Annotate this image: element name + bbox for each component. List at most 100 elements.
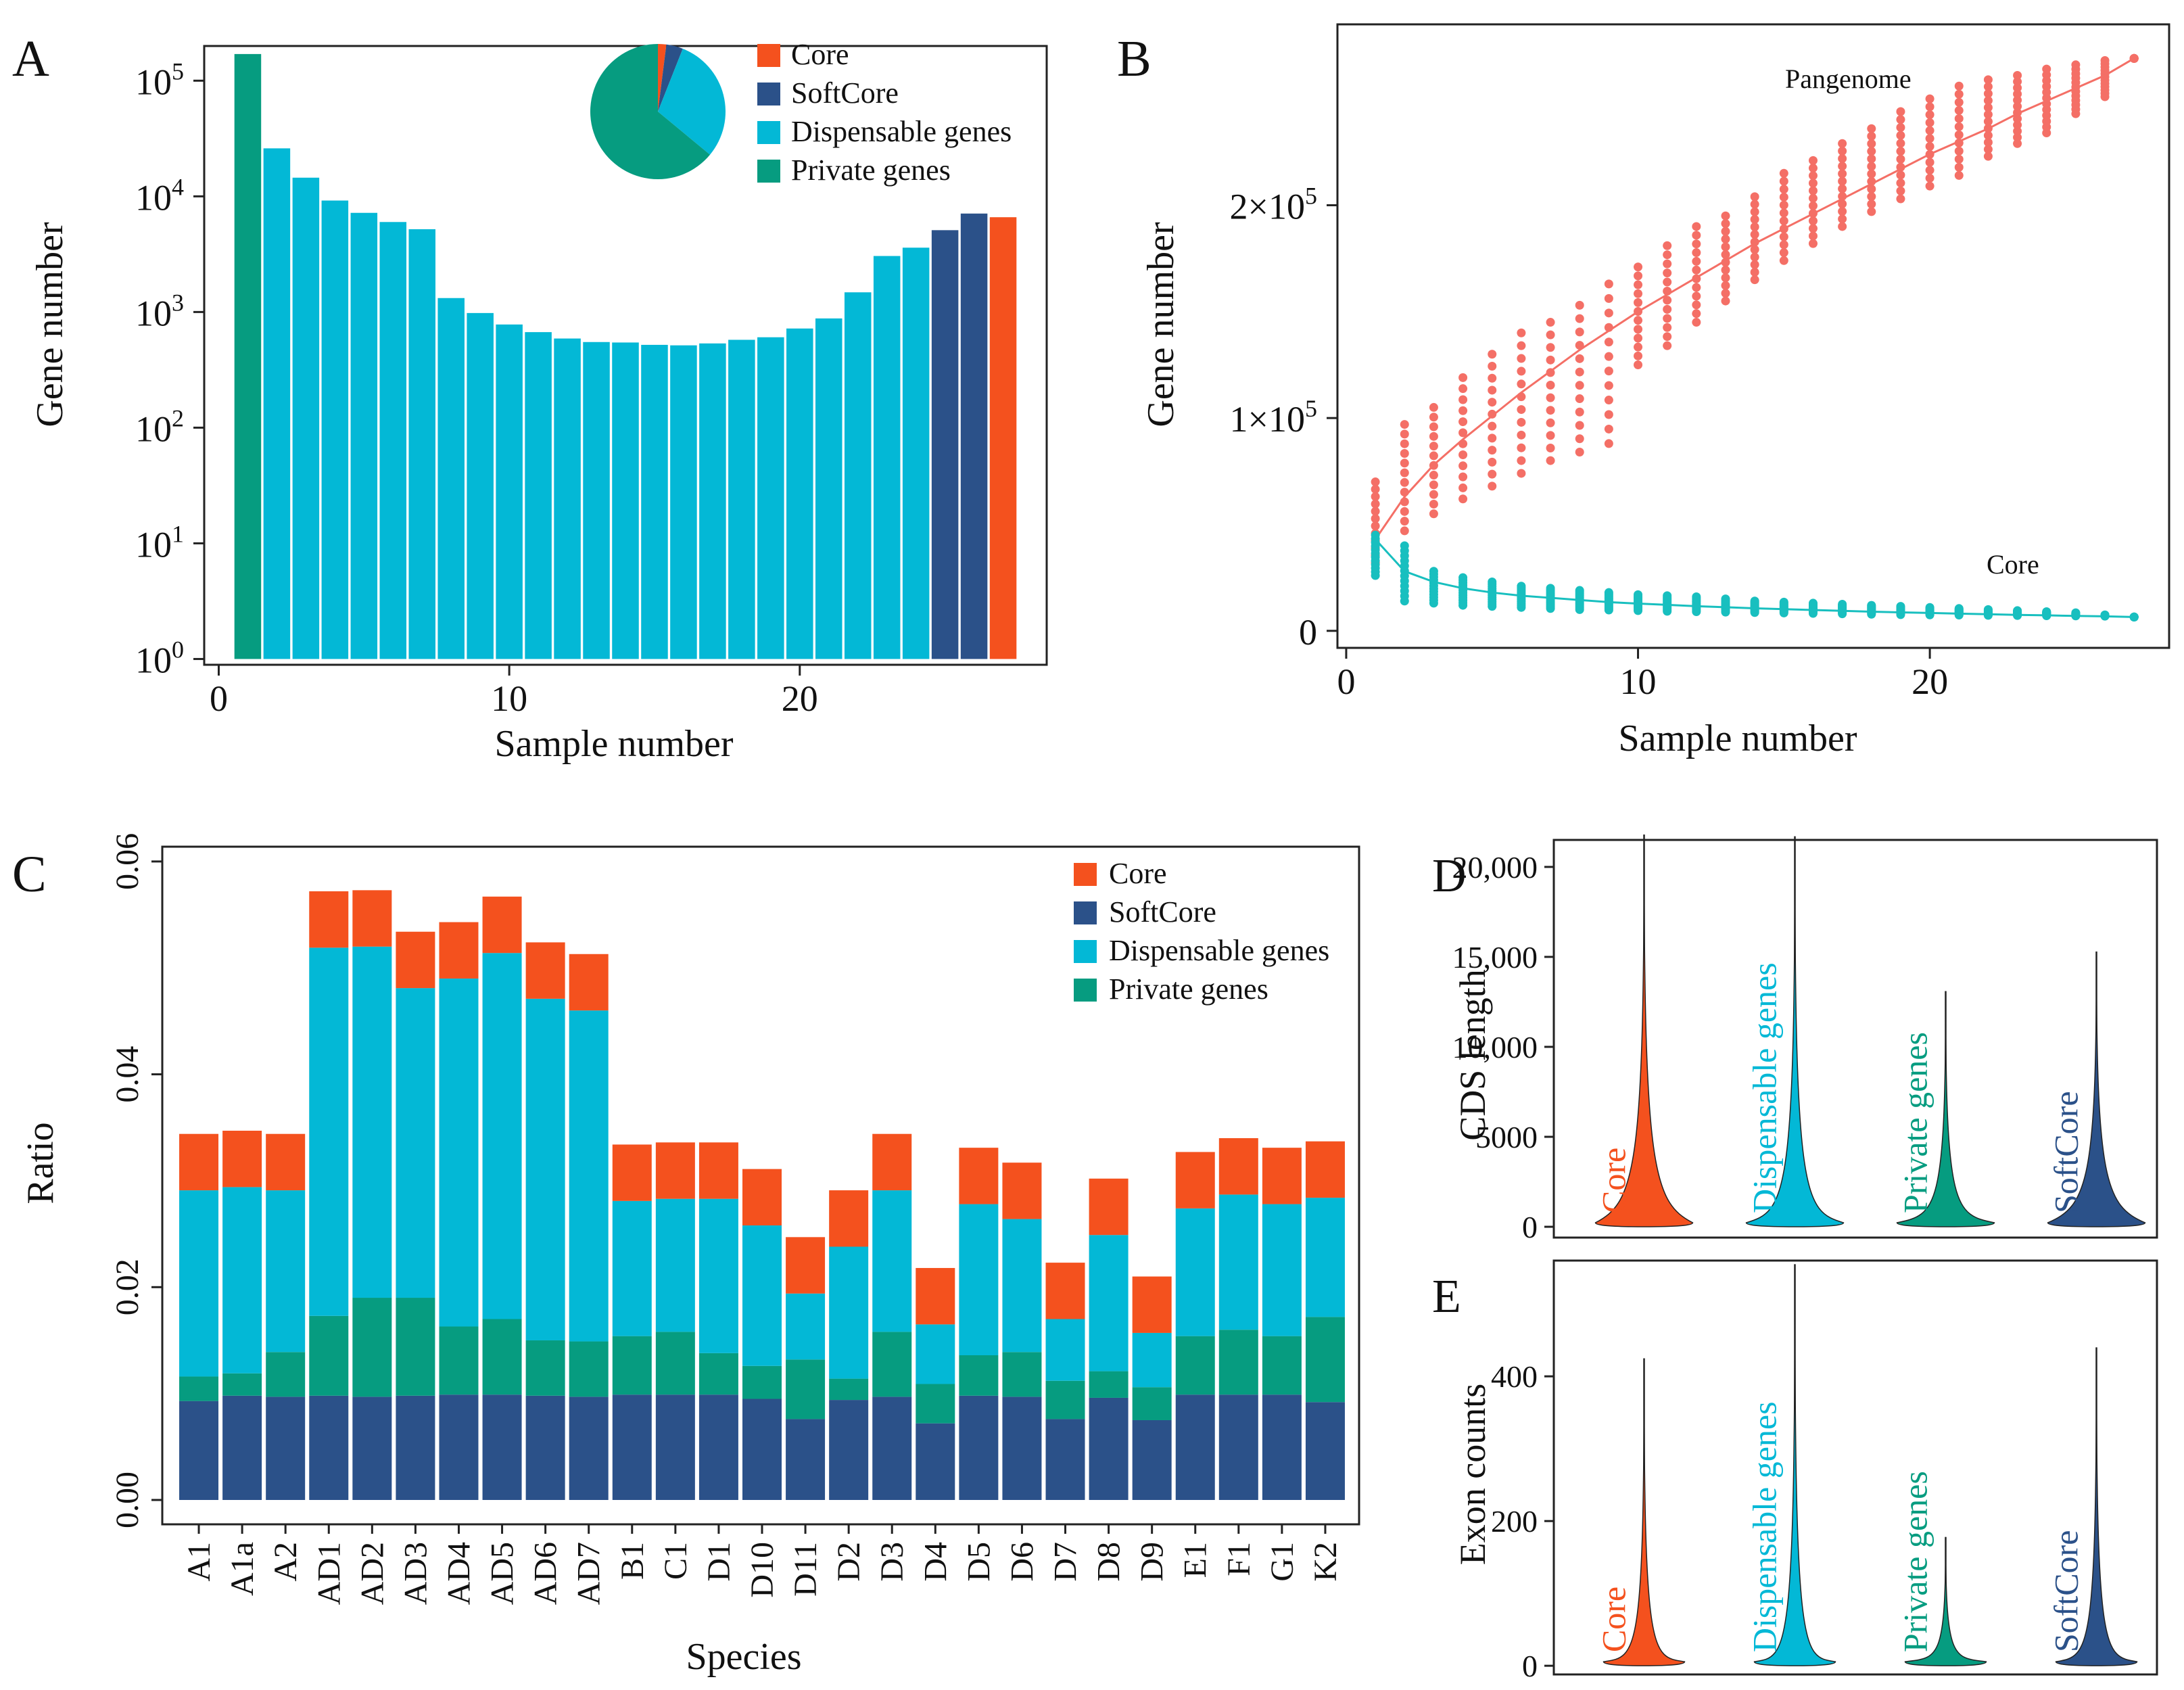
panel-d-frame bbox=[1552, 839, 2158, 1239]
ratio-bar-segment bbox=[786, 1359, 826, 1419]
pangenome-point bbox=[2042, 64, 2051, 74]
pangenome-point bbox=[1488, 361, 1497, 371]
pangenome-point bbox=[1838, 162, 1847, 171]
pangenome-point bbox=[1808, 179, 1818, 188]
pangenome-point bbox=[1663, 296, 1672, 305]
panel-b-x-label: Sample number bbox=[1618, 718, 1857, 759]
pangenome-point bbox=[1517, 469, 1526, 478]
ratio-bar-segment bbox=[179, 1376, 219, 1401]
core-point bbox=[1925, 603, 1934, 612]
ratio-bar-segment bbox=[612, 1336, 652, 1395]
pangenome-point bbox=[1779, 256, 1788, 265]
ratio-bar-segment bbox=[569, 1010, 609, 1342]
ratio-bar-segment bbox=[698, 1142, 738, 1199]
pangenome-point bbox=[1808, 231, 1818, 241]
pangenome-point bbox=[1634, 271, 1643, 281]
y-tick-label: 2×105 bbox=[1230, 182, 1317, 227]
ratio-bar-segment bbox=[872, 1332, 912, 1397]
pangenome-point bbox=[1546, 443, 1555, 452]
pangenome-point bbox=[1604, 308, 1613, 318]
panel-c-frame bbox=[161, 845, 1360, 1526]
ratio-bar-segment bbox=[1175, 1152, 1215, 1208]
pangenome-point bbox=[2013, 120, 2022, 130]
pangenome-point bbox=[2071, 60, 2081, 70]
violin-shape bbox=[2055, 1347, 2138, 1666]
pangenome-point bbox=[1750, 199, 1759, 209]
panel-c-y-label: Ratio bbox=[20, 1122, 62, 1204]
panel-c-axes: A1 A1a A2 AD1 AD2 AD3 AD4 AD5 AD6 AD7 B1 C1 D1 D10 D11… bbox=[110, 833, 1344, 1605]
core-point bbox=[1575, 586, 1584, 595]
ratio-bar-segment bbox=[1045, 1380, 1085, 1419]
ratio-bar-segment bbox=[569, 1396, 609, 1500]
gene-frequency-bar bbox=[321, 200, 349, 659]
ratio-bar-segment bbox=[655, 1394, 695, 1500]
ratio-bar-segment bbox=[525, 998, 565, 1340]
legend-swatch bbox=[1074, 901, 1097, 924]
pangenome-point bbox=[1808, 156, 1818, 165]
gene-frequency-bar bbox=[467, 312, 494, 659]
gene-frequency-bar bbox=[815, 318, 842, 659]
pangenome-point bbox=[2013, 126, 2022, 136]
pangenome-point bbox=[1517, 367, 1526, 376]
ratio-bar-segment bbox=[1175, 1336, 1215, 1395]
pangenome-point bbox=[1371, 521, 1380, 531]
pangenome-point bbox=[1429, 402, 1438, 412]
pangenome-point bbox=[1634, 316, 1643, 325]
pangenome-point bbox=[1983, 103, 1993, 112]
pangenome-point bbox=[1692, 283, 1701, 292]
core-point bbox=[1983, 605, 1993, 614]
ratio-bar-segment bbox=[482, 1394, 522, 1500]
panel-c-species-ratio-chart: A1 A1a A2 AD1 AD2 AD3 AD4 AD5 AD6 AD7 B1 C1 D1 D10 D11… bbox=[20, 833, 1360, 1678]
pangenome-point bbox=[1429, 490, 1438, 499]
ratio-bar-segment bbox=[829, 1400, 869, 1500]
ratio-bar-segment bbox=[916, 1423, 955, 1500]
species-label: D3 bbox=[874, 1542, 910, 1582]
pangenome-point bbox=[1429, 480, 1438, 490]
pangenome-point bbox=[1400, 468, 1409, 477]
pangenome-point bbox=[1721, 211, 1730, 220]
ratio-bar-segment bbox=[829, 1190, 869, 1247]
ratio-bar-segment bbox=[959, 1204, 999, 1355]
pangenome-point bbox=[1546, 330, 1555, 339]
violin-shape bbox=[1745, 836, 1845, 1227]
pangenome-point bbox=[1400, 420, 1409, 429]
pangenome-point bbox=[1925, 134, 1934, 143]
ratio-bar-segment bbox=[396, 931, 435, 989]
pangenome-point bbox=[1634, 351, 1643, 360]
pangenome-point bbox=[1838, 207, 1847, 216]
ratio-bar-segment bbox=[396, 1395, 435, 1500]
pangenome-point bbox=[1488, 421, 1497, 431]
panel-e-frame bbox=[1552, 1259, 2158, 1676]
ratio-bar-segment bbox=[872, 1190, 912, 1332]
pangenome-point bbox=[1954, 81, 1964, 91]
pangenome-point bbox=[1371, 477, 1380, 487]
pangenome-point bbox=[1867, 207, 1876, 216]
core-point bbox=[1458, 573, 1468, 582]
pangenome-point bbox=[1867, 154, 1876, 164]
pangenome-point bbox=[1721, 281, 1730, 290]
pangenome-point bbox=[1429, 413, 1438, 422]
pangenome-point bbox=[1400, 459, 1409, 468]
ratio-bar-segment bbox=[1089, 1397, 1129, 1500]
species-label: AD4 bbox=[441, 1542, 477, 1605]
violin-group-label: SoftCore bbox=[2047, 1091, 2085, 1213]
pangenome-point bbox=[1954, 162, 1964, 172]
pangenome-point bbox=[1604, 396, 1613, 405]
pangenome-point bbox=[1925, 142, 1934, 151]
pangenome-point bbox=[1488, 373, 1497, 383]
gene-frequency-bar bbox=[670, 345, 697, 659]
legend-label: Dispensable genes bbox=[1109, 934, 1329, 967]
panel-b-saturation-chart: 0 1×105 2×105 0 10 20 Pangenome Core Sample n… bbox=[1140, 23, 2170, 759]
pangenome-point bbox=[1604, 337, 1613, 347]
pangenome-point bbox=[1663, 277, 1672, 287]
pangenome-point bbox=[1750, 207, 1759, 216]
y-tick-label: 0 bbox=[1299, 612, 1317, 653]
ratio-bar-segment bbox=[179, 1133, 219, 1191]
ratio-bar-segment bbox=[1175, 1394, 1215, 1500]
ratio-bar-segment bbox=[742, 1399, 782, 1500]
ratio-bar-segment bbox=[1132, 1387, 1172, 1420]
pangenome-point bbox=[1779, 168, 1788, 178]
panel-a-y-label: Gene number bbox=[29, 222, 71, 427]
panel-b-points bbox=[1371, 53, 2139, 621]
